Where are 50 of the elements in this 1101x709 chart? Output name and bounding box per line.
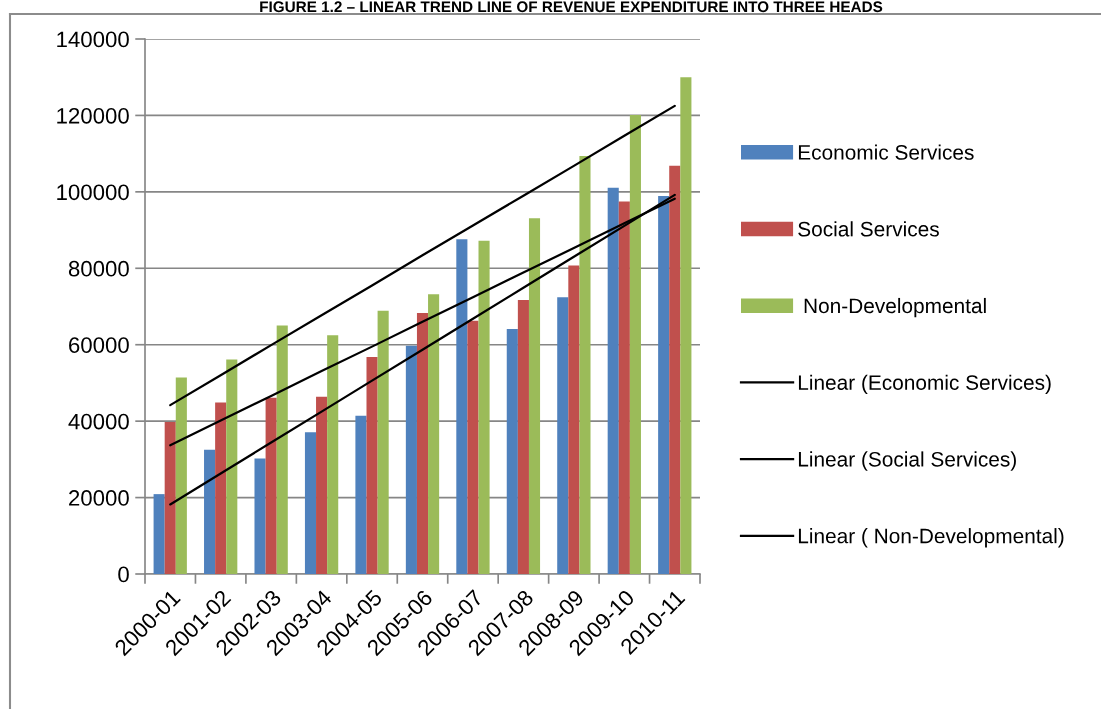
line-series [169, 193, 676, 506]
y-tick-label: 120000 [57, 107, 129, 124]
bar [316, 396, 328, 574]
bar [265, 397, 277, 574]
bar [276, 325, 288, 574]
bar [164, 421, 176, 574]
bar [204, 449, 216, 574]
bar [680, 77, 692, 574]
bar [669, 165, 681, 574]
legend-label: Linear ( Non-Developmental) [798, 528, 1064, 548]
bar [377, 310, 389, 574]
bar [517, 300, 529, 574]
bar [428, 294, 440, 574]
bar [405, 345, 417, 574]
y-tick-label: 140000 [57, 31, 129, 48]
chart-title: FIGURE 1.2 – LINEAR TREND LINE OF REVENUE EXPENDITURE INTO THREE HEADS [260, 1, 883, 13]
y-tick-label: 20000 [69, 490, 129, 506]
y-tick-label: 40000 [68, 413, 129, 430]
bar [355, 415, 367, 574]
bar [557, 297, 569, 574]
bar [658, 196, 670, 574]
bar [175, 377, 187, 574]
y-tick-label: 80000 [68, 260, 129, 277]
bar [467, 320, 479, 574]
bar [366, 356, 378, 574]
legend-label: Economic Services [798, 144, 974, 160]
legend-label: Linear (Social Services) [798, 451, 1016, 471]
line-series [169, 104, 676, 407]
y-tick-label: 60000 [69, 337, 129, 353]
bar [478, 240, 490, 574]
bar [456, 239, 468, 574]
legend-label: Social Services [798, 221, 939, 237]
bar [579, 155, 591, 574]
bar [506, 329, 518, 574]
bar [304, 432, 317, 574]
bar [528, 218, 541, 574]
bar [153, 494, 165, 574]
bar [416, 313, 429, 574]
bar [607, 187, 619, 574]
bar [629, 115, 641, 574]
y-tick-label: 100000 [57, 184, 129, 201]
y-tick-label: 0 [118, 566, 129, 583]
bar [226, 359, 238, 574]
bar [618, 201, 630, 574]
bar [215, 402, 227, 574]
bar [568, 265, 580, 574]
legend-label: Linear (Economic Services) [798, 374, 1051, 395]
bar [327, 335, 339, 574]
legend-label: Non-Developmental [804, 297, 986, 318]
bar [254, 458, 266, 574]
